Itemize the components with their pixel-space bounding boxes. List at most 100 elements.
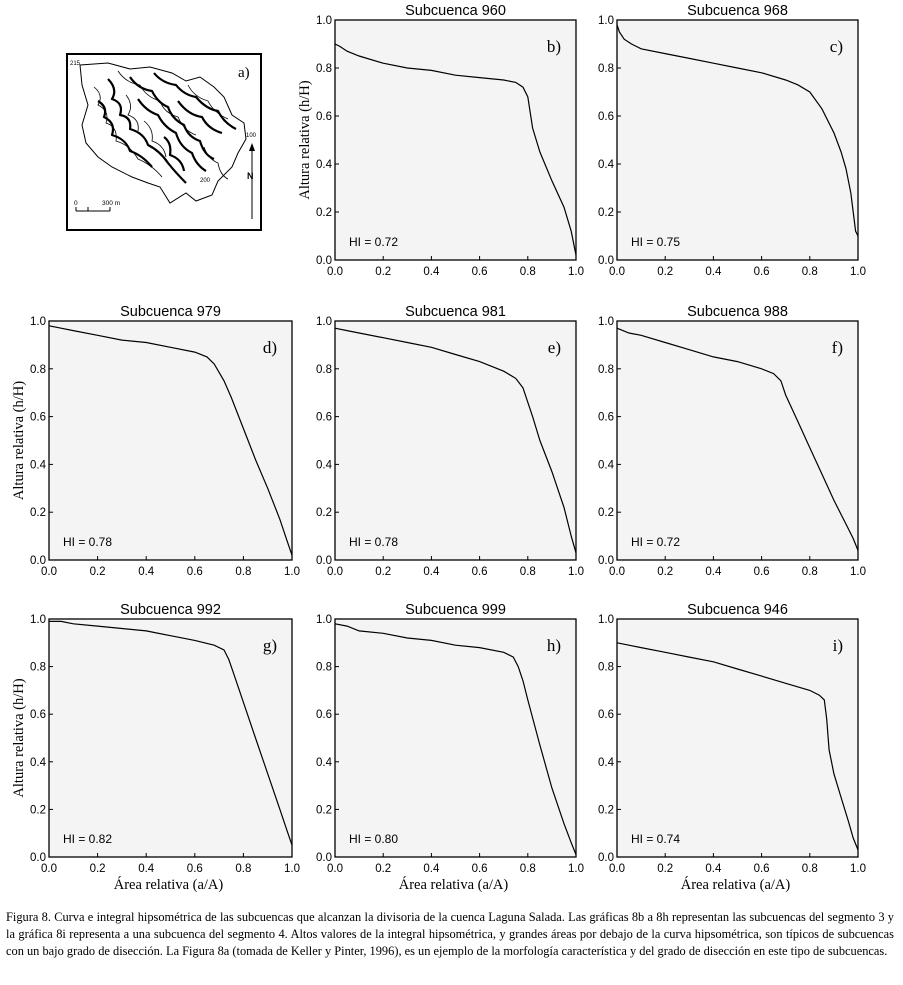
x-tick-label: 0.2 xyxy=(657,266,673,278)
x-tick-label: 0.8 xyxy=(520,566,536,578)
x-tick-label: 1.0 xyxy=(850,266,866,278)
hypsometric-curve xyxy=(334,623,577,855)
hypsometric-curve xyxy=(616,642,859,851)
y-tick-label: 0.6 xyxy=(316,111,332,123)
x-tick-label: 0.8 xyxy=(235,863,251,875)
x-tick-label: 0.2 xyxy=(375,863,391,875)
y-tick-label: 0.0 xyxy=(30,852,46,864)
y-tick-label: 0.4 xyxy=(316,159,333,171)
y-tick-label: 0.2 xyxy=(598,507,614,519)
scale-label: 300 m xyxy=(102,200,120,207)
y-tick-label: 0.4 xyxy=(316,459,333,471)
map-panel: 215 100 200 a) N 0 300 m xyxy=(66,53,262,231)
x-tick-label: 0.4 xyxy=(423,266,440,278)
x-tick-label: 0.8 xyxy=(802,863,818,875)
figure-caption: Figura 8. Curva e integral hipsométrica … xyxy=(6,910,894,958)
hi-annotation: HI = 0.78 xyxy=(349,535,398,549)
x-tick-label: 0.4 xyxy=(423,863,440,875)
y-tick-label: 0.0 xyxy=(598,852,614,864)
panel-label: f) xyxy=(832,338,843,357)
y-tick-label: 0.8 xyxy=(598,662,614,674)
y-tick-label: 1.0 xyxy=(316,614,332,626)
y-tick-label: 0.0 xyxy=(30,555,46,567)
hypsometric-curve xyxy=(49,620,293,846)
x-tick-label: 0.0 xyxy=(327,266,343,278)
y-tick-label: 0.4 xyxy=(30,757,47,769)
plot-area xyxy=(334,320,577,561)
x-tick-label: 0.2 xyxy=(375,566,391,578)
x-tick-label: 0.0 xyxy=(609,863,625,875)
x-tick-label: 0.2 xyxy=(657,863,673,875)
y-tick-label: 0.8 xyxy=(30,662,46,674)
north-arrow-icon xyxy=(249,143,255,219)
x-tick-label: 0.8 xyxy=(802,266,818,278)
y-axis-label: Altura relativa (h/H) xyxy=(11,678,27,797)
y-tick-label: 0.6 xyxy=(598,709,614,721)
y-tick-label: 0.6 xyxy=(598,412,614,424)
panel-label: e) xyxy=(548,338,561,357)
x-tick-label: 0.6 xyxy=(187,566,203,578)
x-tick-label: 1.0 xyxy=(568,566,584,578)
x-tick-label: 0.6 xyxy=(754,863,770,875)
hi-annotation: HI = 0.72 xyxy=(349,235,398,249)
x-tick-label: 0.6 xyxy=(754,266,770,278)
x-tick-label: 1.0 xyxy=(568,863,584,875)
x-tick-label: 0.4 xyxy=(705,566,722,578)
x-tick-label: 0.8 xyxy=(235,566,251,578)
y-tick-label: 1.0 xyxy=(30,316,46,328)
y-tick-label: 1.0 xyxy=(598,316,614,328)
y-tick-label: 0.6 xyxy=(30,412,46,424)
hi-annotation: HI = 0.78 xyxy=(63,535,112,549)
chart-title: Subcuenca 988 xyxy=(687,304,788,320)
plot-area xyxy=(48,320,293,561)
x-tick-label: 0.4 xyxy=(705,863,722,875)
y-tick-label: 0.8 xyxy=(598,63,614,75)
y-tick-label: 0.4 xyxy=(598,159,615,171)
scale-bar xyxy=(75,207,111,212)
y-tick-label: 0.4 xyxy=(30,459,47,471)
plot-area xyxy=(616,19,859,261)
panel-label: i) xyxy=(833,636,843,655)
y-tick-label: 0.2 xyxy=(30,507,46,519)
x-tick-label: 1.0 xyxy=(284,566,300,578)
y-tick-label: 0.2 xyxy=(598,804,614,816)
x-tick-label: 1.0 xyxy=(284,863,300,875)
x-tick-label: 0.6 xyxy=(754,566,770,578)
plot-area xyxy=(334,19,577,261)
x-tick-label: 0.0 xyxy=(609,266,625,278)
chart-title: Subcuenca 968 xyxy=(687,3,788,19)
x-tick-label: 0.4 xyxy=(138,566,155,578)
x-tick-label: 0.2 xyxy=(90,566,106,578)
x-axis-label: Área relativa (a/A) xyxy=(399,876,509,893)
hi-annotation: HI = 0.82 xyxy=(63,832,112,846)
plot-area xyxy=(48,618,293,858)
chart-title: Subcuenca 981 xyxy=(405,304,506,320)
y-tick-label: 0.8 xyxy=(316,364,332,376)
map-label-right: 100 xyxy=(246,133,257,139)
y-tick-label: 1.0 xyxy=(598,15,614,27)
chart-title: Subcuenca 946 xyxy=(687,602,788,618)
panel-label: c) xyxy=(830,37,843,56)
hi-annotation: HI = 0.72 xyxy=(631,535,680,549)
y-axis-label: Altura relativa (h/H) xyxy=(297,80,313,199)
y-tick-label: 0.6 xyxy=(316,709,332,721)
chart-title: Subcuenca 999 xyxy=(405,602,506,618)
x-tick-label: 0.0 xyxy=(41,566,57,578)
watershed-map: 215 100 200 a) N 0 300 m xyxy=(70,61,257,219)
hi-annotation: HI = 0.80 xyxy=(349,832,398,846)
watershed-boundary xyxy=(79,62,247,204)
y-tick-label: 0.0 xyxy=(598,555,614,567)
y-tick-label: 0.2 xyxy=(30,804,46,816)
x-tick-label: 0.0 xyxy=(41,863,57,875)
north-label: N xyxy=(247,171,254,181)
y-tick-label: 1.0 xyxy=(316,316,332,328)
hi-annotation: HI = 0.74 xyxy=(631,832,680,846)
chart-title: Subcuenca 960 xyxy=(405,3,506,19)
y-tick-label: 0.4 xyxy=(598,757,615,769)
map-label-top-left: 215 xyxy=(70,61,81,67)
chart-title: Subcuenca 992 xyxy=(120,602,221,618)
y-tick-label: 0.0 xyxy=(316,255,332,267)
x-tick-label: 0.4 xyxy=(138,863,155,875)
y-tick-label: 0.4 xyxy=(598,459,615,471)
hypsometric-curve xyxy=(616,24,859,237)
